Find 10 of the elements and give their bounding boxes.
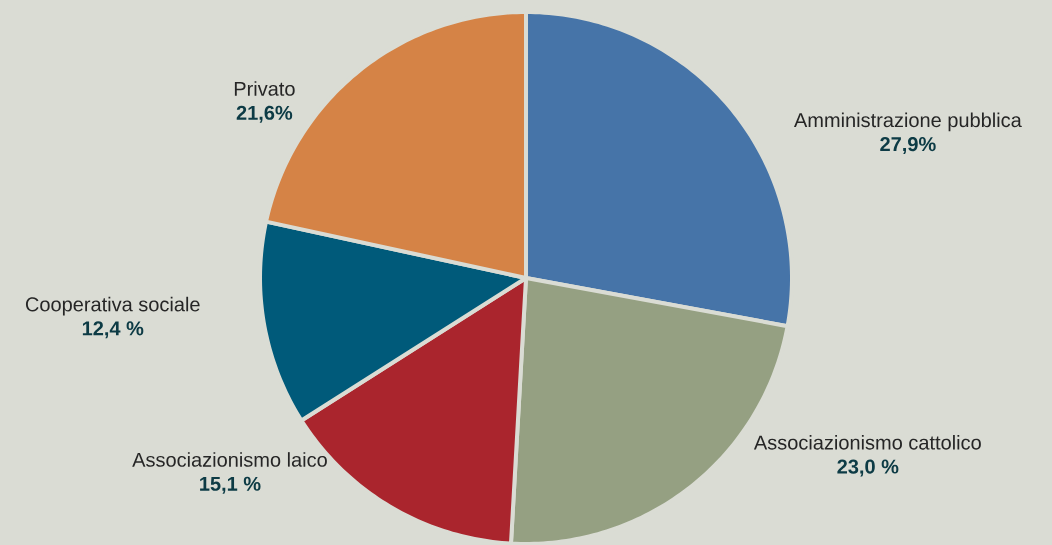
slice-label: Associazionismo laico — [132, 452, 327, 467]
data-label: 23,0 % — [837, 459, 899, 477]
slice-label: Privato — [234, 81, 295, 96]
slice-label: Cooperativa sociale — [25, 296, 200, 316]
slice-label: Associazionismo cattolico — [753, 434, 981, 450]
data-label: 21,6% — [236, 105, 293, 123]
slice-label: Amministrazione pubblica — [793, 112, 1022, 132]
data-label: 27,9% — [880, 137, 936, 155]
data-label: 15,1 % — [200, 476, 261, 494]
data-label: 12,4 % — [82, 321, 144, 339]
